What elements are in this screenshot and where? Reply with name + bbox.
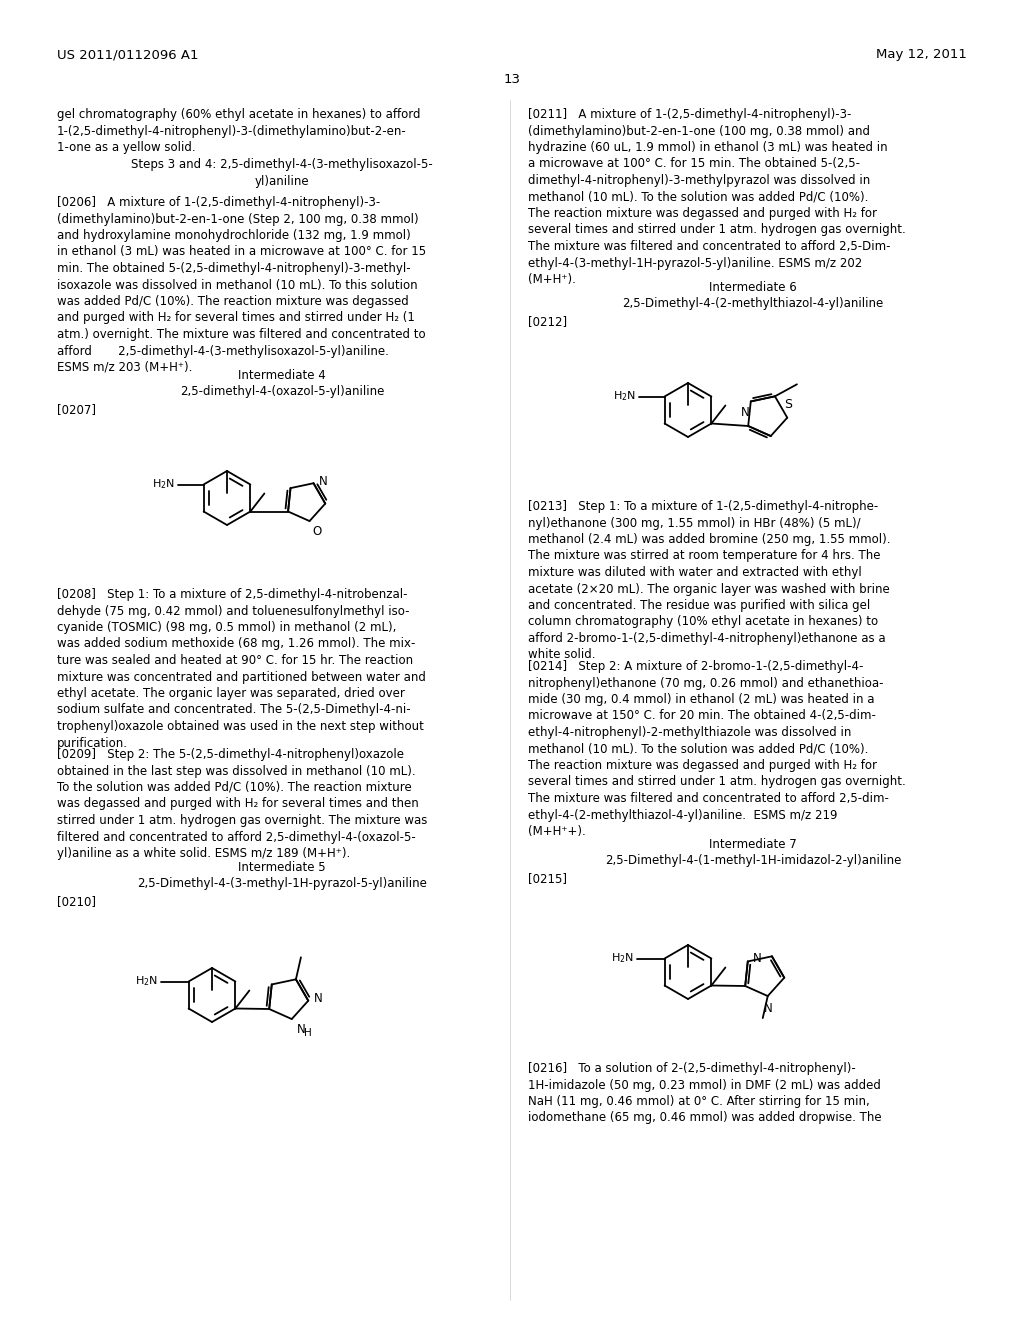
Text: H$_2$N: H$_2$N bbox=[152, 478, 175, 491]
Text: N: N bbox=[753, 952, 762, 965]
Text: H$_2$N: H$_2$N bbox=[612, 389, 636, 404]
Text: N: N bbox=[764, 1002, 773, 1015]
Text: S: S bbox=[784, 397, 793, 411]
Text: [0209]   Step 2: The 5-(2,5-dimethyl-4-nitrophenyl)oxazole
obtained in the last : [0209] Step 2: The 5-(2,5-dimethyl-4-nit… bbox=[57, 748, 427, 861]
Text: [0212]: [0212] bbox=[528, 315, 567, 327]
Text: N: N bbox=[741, 407, 750, 420]
Text: [0211]   A mixture of 1-(2,5-dimethyl-4-nitrophenyl)-3-
(dimethylamino)but-2-en-: [0211] A mixture of 1-(2,5-dimethyl-4-ni… bbox=[528, 108, 906, 286]
Text: H: H bbox=[304, 1028, 311, 1038]
Text: H$_2$N: H$_2$N bbox=[134, 974, 158, 989]
Text: [0214]   Step 2: A mixture of 2-bromo-1-(2,5-dimethyl-4-
nitrophenyl)ethanone (7: [0214] Step 2: A mixture of 2-bromo-1-(2… bbox=[528, 660, 906, 838]
Text: 2,5-Dimethyl-4-(3-methyl-1H-pyrazol-5-yl)aniline: 2,5-Dimethyl-4-(3-methyl-1H-pyrazol-5-yl… bbox=[137, 876, 427, 890]
Text: Intermediate 5: Intermediate 5 bbox=[239, 861, 326, 874]
Text: H$_2$N: H$_2$N bbox=[610, 952, 634, 965]
Text: 2,5-Dimethyl-4-(1-methyl-1H-imidazol-2-yl)aniline: 2,5-Dimethyl-4-(1-methyl-1H-imidazol-2-y… bbox=[605, 854, 901, 867]
Text: N: N bbox=[318, 475, 328, 487]
Text: Intermediate 6: Intermediate 6 bbox=[710, 281, 797, 294]
Text: [0213]   Step 1: To a mixture of 1-(2,5-dimethyl-4-nitrophe-
nyl)ethanone (300 m: [0213] Step 1: To a mixture of 1-(2,5-di… bbox=[528, 500, 891, 661]
Text: US 2011/0112096 A1: US 2011/0112096 A1 bbox=[57, 48, 199, 61]
Text: [0210]: [0210] bbox=[57, 895, 96, 908]
Text: [0206]   A mixture of 1-(2,5-dimethyl-4-nitrophenyl)-3-
(dimethylamino)but-2-en-: [0206] A mixture of 1-(2,5-dimethyl-4-ni… bbox=[57, 195, 426, 374]
Text: gel chromatography (60% ethyl acetate in hexanes) to afford
1-(2,5-dimethyl-4-ni: gel chromatography (60% ethyl acetate in… bbox=[57, 108, 421, 154]
Text: Intermediate 7: Intermediate 7 bbox=[710, 838, 797, 851]
Text: N: N bbox=[297, 1023, 305, 1036]
Text: N: N bbox=[314, 993, 323, 1006]
Text: [0208]   Step 1: To a mixture of 2,5-dimethyl-4-nitrobenzal-
dehyde (75 mg, 0.42: [0208] Step 1: To a mixture of 2,5-dimet… bbox=[57, 587, 426, 750]
Text: 2,5-Dimethyl-4-(2-methylthiazol-4-yl)aniline: 2,5-Dimethyl-4-(2-methylthiazol-4-yl)ani… bbox=[623, 297, 884, 310]
Text: 2,5-dimethyl-4-(oxazol-5-yl)aniline: 2,5-dimethyl-4-(oxazol-5-yl)aniline bbox=[180, 385, 384, 399]
Text: O: O bbox=[312, 525, 322, 539]
Text: [0215]: [0215] bbox=[528, 873, 567, 884]
Text: Steps 3 and 4: 2,5-dimethyl-4-(3-methylisoxazol-5-
yl)aniline: Steps 3 and 4: 2,5-dimethyl-4-(3-methyli… bbox=[131, 158, 433, 187]
Text: Intermediate 4: Intermediate 4 bbox=[239, 370, 326, 381]
Text: May 12, 2011: May 12, 2011 bbox=[877, 48, 967, 61]
Text: 13: 13 bbox=[504, 73, 520, 86]
Text: [0207]: [0207] bbox=[57, 403, 96, 416]
Text: [0216]   To a solution of 2-(2,5-dimethyl-4-nitrophenyl)-
1H-imidazole (50 mg, 0: [0216] To a solution of 2-(2,5-dimethyl-… bbox=[528, 1063, 882, 1125]
